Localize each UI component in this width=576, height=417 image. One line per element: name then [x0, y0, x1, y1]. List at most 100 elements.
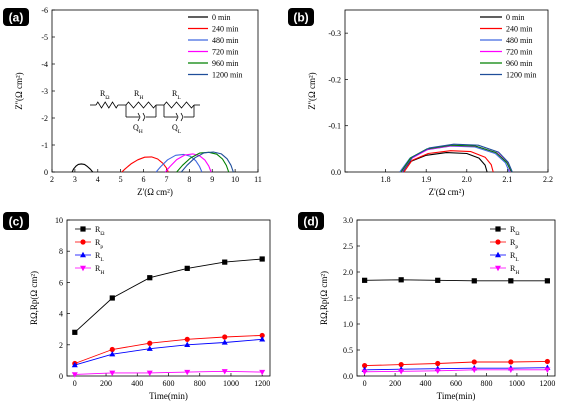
x-tick-label: 8 [187, 175, 191, 184]
panel-badge-d: (d) [298, 212, 324, 230]
series-3 [71, 336, 266, 368]
legend-label: 1200 min [506, 71, 536, 80]
series-line [364, 369, 548, 373]
legend-marker [80, 265, 86, 272]
panel-badge-bg [3, 212, 29, 230]
legend-label: 0 min [506, 13, 524, 22]
legend-label: Rp [510, 238, 518, 250]
data-point [398, 361, 404, 368]
series-6 [180, 151, 234, 173]
panel-badge-bg [288, 8, 314, 26]
data-point [184, 341, 191, 347]
data-point [222, 334, 228, 340]
legend-marker [495, 265, 501, 272]
data-point [146, 370, 153, 377]
y-tick-label: 0.5 [343, 346, 353, 355]
x-axis-label: Time(min) [437, 391, 476, 401]
series-line [164, 153, 212, 173]
circuit-label: QH [133, 123, 143, 135]
data-point [544, 367, 551, 373]
series-6 [402, 143, 513, 173]
data-point [71, 372, 78, 378]
series-4 [164, 153, 212, 173]
panel-b: 1.8 1.9 2.0 2.1 2.2 0.0 -0.1 -0.2 -0.3 Z'(Ω cm²) Z… [307, 9, 553, 197]
series-1 [401, 152, 488, 173]
y-tick-label: -2 [41, 114, 48, 123]
legend-label: 240 min [506, 25, 532, 34]
circuit-inset [90, 101, 200, 122]
x-tick-label: 3 [73, 175, 77, 184]
panel-badge-bg [298, 212, 324, 230]
series-line [74, 370, 263, 375]
y-axis-label: RΩ,Rp(Ω cm²) [319, 271, 329, 325]
x-tick-label: 2.1 [502, 175, 512, 184]
y-tick-label: -0.3 [328, 29, 341, 38]
series-line [74, 334, 263, 364]
plot-frame [344, 9, 549, 173]
legend-marker [80, 226, 86, 232]
data-point [147, 275, 153, 281]
series-1 [72, 256, 265, 335]
panel-badge-a: (a) [3, 8, 29, 26]
data-point [471, 359, 477, 365]
panel-badge-c: (c) [3, 212, 29, 230]
x-tick-label: 2.0 [462, 175, 472, 184]
y-tick-label: 2.0 [343, 268, 353, 277]
y-axis-label: Z''(Ω cm²) [14, 72, 24, 109]
y-axis-label: Z''(Ω cm²) [307, 72, 317, 109]
series-line [364, 367, 548, 371]
panel-label: (b) [293, 11, 308, 25]
y-tick-label: 1.5 [343, 294, 353, 303]
y-tick-label: 3.0 [343, 216, 353, 225]
legend-marker [80, 251, 86, 258]
y-tick-label: -3 [41, 87, 48, 96]
data-point [508, 278, 514, 284]
data-point [221, 339, 228, 345]
data-point [544, 278, 550, 284]
data-point [259, 336, 266, 342]
panel-badge-bg [3, 8, 29, 26]
series-line [403, 150, 494, 173]
x-tick-label: 2 [50, 175, 54, 184]
y-tick-label: 10 [55, 216, 63, 225]
legend-label: RL [510, 251, 519, 263]
legend-label: 720 min [506, 48, 532, 57]
series-line [402, 143, 513, 173]
y-tick-label: 8 [59, 247, 63, 256]
series-line [121, 156, 169, 173]
x-tick-label: 0 [73, 379, 77, 388]
y-tick-label: -0.2 [328, 75, 341, 84]
legend-label: 720 min [212, 48, 238, 57]
y-tick-label: 4 [59, 310, 63, 319]
data-point [544, 358, 550, 365]
circuit-label: RΩ [100, 89, 110, 101]
series-line [401, 152, 488, 173]
legend-marker [495, 226, 501, 232]
legend-marker [495, 239, 501, 245]
data-point [259, 256, 265, 262]
data-point [398, 277, 404, 283]
y-tick-label: -6 [41, 6, 48, 15]
series-2 [121, 156, 169, 173]
legend-label: 960 min [212, 59, 238, 68]
series-2 [362, 358, 550, 369]
legend-label: RΩ [510, 225, 520, 237]
data-point [259, 332, 265, 339]
y-tick-label: -0.1 [328, 122, 341, 131]
x-tick-label: 400 [131, 379, 143, 388]
x-tick-label: 400 [420, 379, 432, 388]
legend: 0 min 240 min 480 min 720 min 960 min 1200 mi… [188, 13, 242, 80]
series-2 [403, 150, 494, 173]
legend-marker [495, 251, 501, 258]
data-point [184, 265, 190, 271]
x-tick-label: 1200 [254, 379, 270, 388]
legend-label: RH [95, 264, 104, 276]
x-tick-label: 7 [164, 175, 168, 184]
data-point [507, 367, 514, 373]
y-tick-label: 0.0 [343, 372, 353, 381]
x-axis-label: Z'(Ω cm²) [137, 187, 173, 197]
panel-d: 0 200 400 600 800 1000 1200 0.0 0.5 1.0 1.5 2.0 2.5 3… [319, 216, 556, 401]
y-tick-label: 0 [59, 372, 63, 381]
